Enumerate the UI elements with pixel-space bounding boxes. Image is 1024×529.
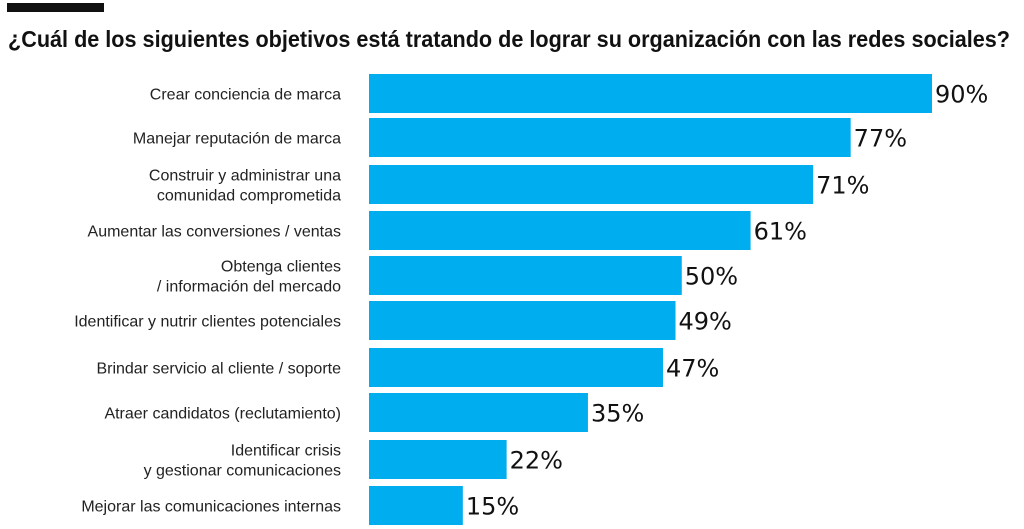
bar [369,74,932,113]
category-label: Construir y administrar una [149,168,341,185]
value-label: 71% [816,172,869,200]
value-label: 49% [679,308,732,336]
bar [369,348,664,387]
value-label: 50% [685,263,738,291]
category-label: Obtenga clientes [221,259,341,276]
category-label: Identificar y nutrir clientes potenciale… [74,314,341,331]
title-accent-bar [7,3,104,12]
category-label: / información del mercado [157,279,341,296]
bar [369,165,814,204]
category-label: Brindar servicio al cliente / soporte [96,361,341,378]
bar [369,393,588,432]
bar [369,256,682,295]
category-label: Atraer candidatos (reclutamiento) [104,406,341,423]
bar [369,486,463,525]
value-label: 61% [754,218,807,246]
category-label: y gestionar comunicaciones [144,463,341,480]
value-label: 47% [666,355,719,383]
bar [369,118,851,157]
category-label: Identificar crisis [231,443,341,460]
chart-title: ¿Cuál de los siguientes objetivos está t… [8,26,1010,52]
category-label: Crear conciencia de marca [150,87,341,104]
value-label: 35% [591,400,644,428]
category-label: Manejar reputación de marca [133,131,341,148]
bar [369,301,676,340]
value-label: 77% [854,125,907,153]
category-label: Mejorar las comunicaciones internas [81,499,341,516]
bar [369,211,751,250]
value-label: 15% [466,493,519,521]
category-label: Aumentar las conversiones / ventas [88,224,341,241]
value-label: 90% [935,81,988,109]
category-label: comunidad comprometida [157,188,341,205]
value-label: 22% [510,447,563,475]
bar [369,440,507,479]
